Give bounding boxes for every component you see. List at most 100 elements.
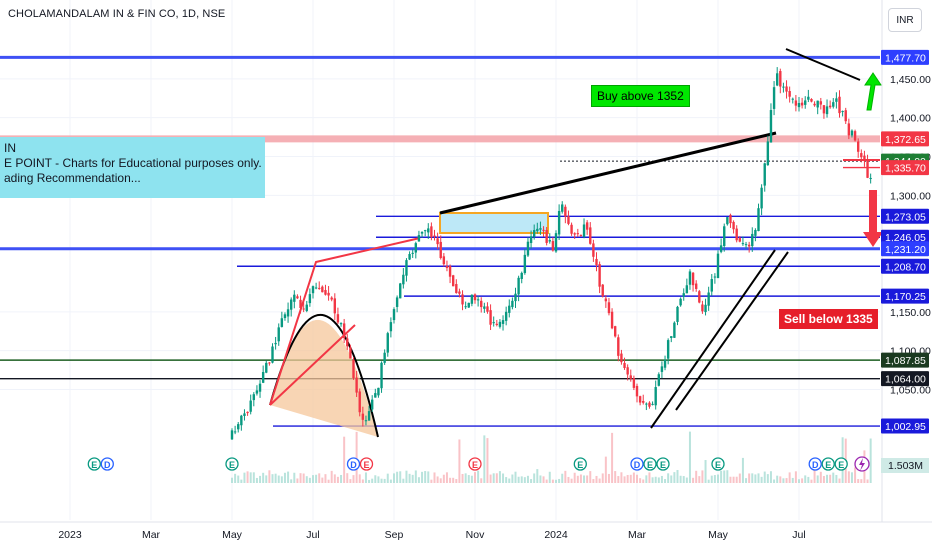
- volume-bar: [685, 477, 688, 483]
- volume-bar: [383, 478, 386, 483]
- volume-value: 1.503M: [888, 460, 923, 472]
- candle-body: [402, 274, 405, 285]
- candle-body: [430, 226, 433, 238]
- volume-bar: [374, 475, 377, 483]
- volume-bar: [745, 478, 748, 483]
- date-tick: 2024: [544, 529, 568, 541]
- level-tag: [881, 288, 929, 304]
- candle-body: [853, 131, 857, 141]
- volume-bar: [695, 470, 698, 483]
- candle-body: [828, 105, 832, 108]
- volume-bar: [829, 474, 832, 483]
- candle-body: [869, 177, 872, 179]
- volume-bar: [732, 476, 735, 483]
- candle-body: [249, 400, 252, 412]
- volume-bar: [439, 478, 442, 483]
- volume-bar: [231, 477, 233, 483]
- volume-bar: [542, 476, 545, 483]
- volume-bar: [277, 475, 280, 483]
- candle-body: [844, 110, 847, 122]
- candle-body: [498, 321, 502, 327]
- candle-body: [286, 309, 290, 317]
- candle-body: [501, 320, 505, 324]
- candle-body: [342, 323, 346, 338]
- candle-body: [265, 362, 268, 373]
- event-marker: [346, 457, 361, 471]
- volume-bar: [536, 469, 539, 483]
- volume-bar: [735, 476, 738, 483]
- volume-bar: [626, 474, 629, 483]
- volume-bar: [670, 475, 673, 483]
- price-tick: 1,150.00: [890, 307, 931, 319]
- candle-body: [395, 297, 399, 307]
- volume-bar: [508, 478, 511, 483]
- event-label: D: [812, 460, 819, 470]
- candle-body: [508, 305, 511, 313]
- event-marker: [630, 457, 644, 471]
- candle-body: [261, 372, 265, 383]
- level-value: 1,064.00: [885, 374, 926, 386]
- candle-body: [607, 302, 611, 314]
- candle-body: [648, 402, 651, 407]
- volume-bar: [648, 472, 651, 483]
- candle-body: [772, 87, 776, 109]
- volume-bar: [492, 473, 495, 483]
- candle-body: [374, 393, 377, 398]
- candle-body: [732, 221, 735, 230]
- volume-bar: [396, 471, 399, 483]
- volume-bar: [564, 470, 567, 483]
- candle-body: [439, 241, 442, 259]
- event-label: E: [229, 460, 235, 470]
- candle-body: [445, 266, 449, 268]
- candle-body: [785, 86, 788, 92]
- arrow-up-icon: [864, 72, 882, 111]
- date-tick: Mar: [628, 529, 647, 541]
- candle-body: [794, 100, 798, 106]
- candle-body: [604, 298, 608, 302]
- candle-body: [638, 396, 642, 403]
- volume-bar: [324, 474, 327, 483]
- candle-body: [856, 141, 860, 152]
- candle-body: [399, 283, 402, 299]
- volume-bar: [620, 472, 623, 483]
- volume-bar: [336, 476, 339, 483]
- volume-bar: [682, 476, 685, 483]
- candle-body: [585, 222, 589, 230]
- volume-bar: [520, 476, 523, 483]
- candle-body: [486, 306, 489, 312]
- currency-selector[interactable]: INR: [888, 8, 922, 32]
- volume-bar: [262, 472, 265, 483]
- candle-body: [617, 337, 620, 356]
- volume-bar: [854, 467, 857, 483]
- volume-bar: [667, 473, 670, 483]
- level-tag: [881, 208, 929, 224]
- volume-bar: [832, 472, 835, 483]
- candle-body: [800, 102, 804, 106]
- volume-bar: [455, 479, 458, 483]
- volume-bar: [259, 475, 262, 483]
- candle-body: [268, 362, 271, 364]
- volume-bar: [567, 476, 570, 483]
- price-tick: 1,400.00: [890, 113, 931, 125]
- volume-bar: [442, 474, 445, 483]
- volume-bar: [464, 473, 467, 483]
- candle-body: [592, 243, 595, 257]
- volume-bar: [498, 471, 501, 483]
- volume-bar: [368, 479, 371, 483]
- volume-bar: [776, 475, 779, 483]
- volume-bar: [545, 479, 548, 483]
- volume-bar: [477, 470, 480, 483]
- candle-body: [252, 394, 256, 401]
- volume-bar: [514, 471, 517, 483]
- candle-body: [339, 323, 343, 325]
- volume-bar: [255, 477, 258, 483]
- volume-bar: [664, 479, 667, 483]
- candle-body: [620, 353, 623, 363]
- candle-body: [819, 101, 823, 105]
- date-tick: Nov: [466, 529, 485, 541]
- volume-bar: [748, 473, 751, 483]
- candle-body: [685, 285, 689, 294]
- candle-body: [701, 304, 704, 312]
- candle-body: [551, 241, 555, 251]
